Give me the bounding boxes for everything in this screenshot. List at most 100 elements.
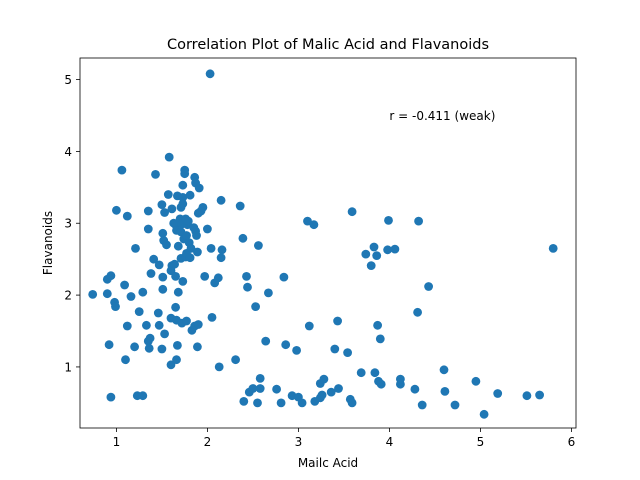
data-point (242, 272, 251, 281)
data-point (106, 271, 116, 281)
data-point (180, 165, 190, 175)
data-point (130, 342, 140, 352)
data-point (255, 374, 265, 383)
data-point (217, 245, 227, 255)
data-point (238, 233, 248, 243)
x-tick-label: 4 (386, 435, 394, 449)
data-point (281, 340, 291, 350)
data-point (178, 277, 188, 286)
data-point (138, 287, 148, 297)
data-point (206, 244, 216, 253)
data-point (158, 284, 168, 294)
y-tick-label: 5 (64, 73, 72, 87)
data-point (157, 344, 167, 354)
data-point (126, 292, 136, 301)
y-tick-label: 4 (64, 145, 72, 159)
data-point (264, 288, 273, 298)
data-point (303, 216, 312, 226)
data-point (319, 374, 329, 384)
data-point (326, 387, 336, 397)
data-point (112, 205, 121, 215)
data-point (146, 269, 156, 278)
data-point (548, 244, 558, 253)
y-tick-label: 3 (64, 217, 72, 231)
data-point (369, 242, 379, 252)
y-tick-label: 2 (64, 289, 72, 303)
data-point (178, 193, 188, 202)
data-point (158, 228, 168, 238)
data-point (186, 244, 196, 253)
chart-title: Correlation Plot of Malic Acid and Flava… (167, 37, 489, 53)
data-point (261, 336, 271, 346)
data-point (333, 316, 342, 326)
data-point (366, 261, 376, 270)
data-point (493, 389, 503, 398)
data-point (167, 204, 177, 214)
data-point (239, 397, 249, 406)
data-point (424, 282, 433, 291)
data-point (213, 273, 223, 283)
data-point (203, 224, 212, 234)
data-point (88, 290, 98, 299)
data-point (153, 308, 163, 318)
data-point (439, 365, 449, 375)
data-point (216, 195, 226, 205)
data-point (440, 387, 450, 396)
data-point (384, 216, 393, 225)
data-point (396, 374, 405, 384)
data-point (343, 348, 352, 357)
data-point (171, 272, 181, 281)
data-point (347, 207, 357, 217)
data-point (251, 302, 260, 311)
x-tick-label: 5 (477, 435, 485, 449)
data-point (163, 190, 173, 199)
data-point (111, 302, 120, 311)
data-point (173, 341, 182, 350)
data-point (292, 346, 301, 355)
data-point (185, 253, 195, 263)
x-axis-label: Mailc Acid (298, 456, 358, 470)
plot-frame (79, 57, 577, 429)
data-point (297, 398, 307, 408)
data-point (370, 368, 380, 378)
data-point (160, 208, 170, 217)
data-point (214, 362, 224, 372)
data-point (164, 152, 174, 162)
data-point (182, 316, 191, 326)
data-point (471, 376, 481, 386)
data-point (272, 384, 281, 394)
data-point (216, 253, 226, 263)
data-point (200, 272, 210, 281)
data-point (479, 409, 489, 419)
x-tick-label: 2 (204, 435, 212, 449)
data-point (198, 203, 208, 212)
data-point (178, 180, 188, 190)
data-point (356, 368, 366, 378)
data-point (255, 384, 265, 393)
data-point (182, 231, 191, 240)
data-point (170, 259, 180, 269)
data-point (194, 183, 204, 193)
data-point (134, 307, 144, 316)
data-point (104, 340, 114, 350)
data-point (243, 282, 252, 292)
data-point (347, 398, 357, 408)
data-point (117, 165, 127, 175)
data-point (157, 200, 167, 210)
data-point (120, 280, 129, 290)
data-point (154, 320, 164, 330)
data-point (535, 390, 544, 400)
data-point (173, 287, 183, 297)
data-point (390, 244, 400, 254)
x-tick-label: 3 (295, 435, 303, 449)
y-tick-label: 1 (64, 360, 72, 374)
data-point (151, 170, 160, 179)
data-point (172, 355, 181, 365)
data-point (410, 384, 420, 394)
data-point (171, 302, 181, 312)
data-point (122, 211, 132, 221)
data-point (375, 334, 385, 344)
data-point (383, 245, 392, 255)
data-point (317, 390, 327, 400)
data-point (254, 241, 263, 250)
